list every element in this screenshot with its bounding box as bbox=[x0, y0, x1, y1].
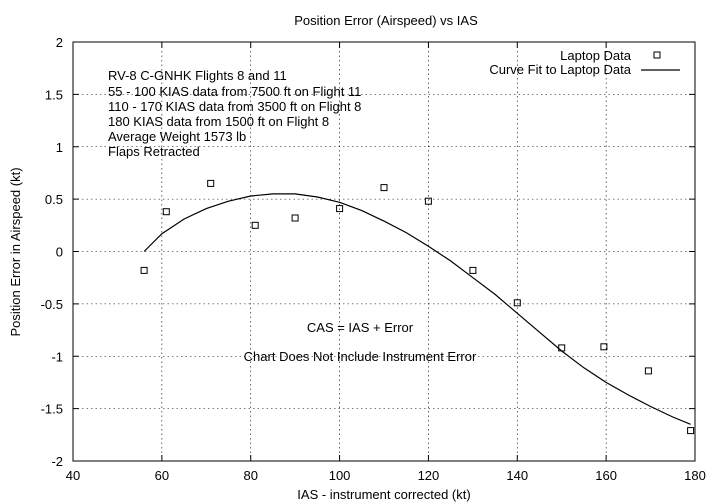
legend-label-curve-fit: Curve Fit to Laptop Data bbox=[489, 62, 631, 77]
data-series bbox=[140, 179, 695, 435]
y-tick-label: -1.5 bbox=[41, 402, 63, 417]
x-axis-label: IAS - instrument corrected (kt) bbox=[297, 487, 470, 502]
data-point bbox=[140, 266, 148, 274]
x-tick-label: 80 bbox=[243, 468, 257, 483]
x-tick-label: 60 bbox=[155, 468, 169, 483]
data-point bbox=[251, 221, 259, 229]
x-tick-label: 160 bbox=[595, 468, 617, 483]
legend-marker-square bbox=[653, 51, 661, 59]
annotation-line: 55 - 100 KIAS data from 7500 ft on Fligh… bbox=[108, 84, 361, 99]
y-axis-label: Position Error in Airspeed (kt) bbox=[8, 167, 23, 336]
grid-lines bbox=[73, 42, 695, 461]
flight-info-annotation: RV-8 C-GNHK Flights 8 and 11 55 - 100 KI… bbox=[108, 68, 361, 159]
y-tick-label: -1 bbox=[51, 349, 63, 364]
annotation-line: 180 KIAS data from 1500 ft on Flight 8 bbox=[108, 114, 329, 129]
y-tick-label: 2 bbox=[56, 35, 63, 50]
legend-label-laptop-data: Laptop Data bbox=[560, 48, 632, 63]
data-point bbox=[513, 299, 521, 307]
y-tick-label: -2 bbox=[51, 454, 63, 469]
y-tick-label: -0.5 bbox=[41, 297, 63, 312]
annotation-line: RV-8 C-GNHK Flights 8 and 11 bbox=[108, 68, 287, 83]
data-point bbox=[424, 197, 432, 205]
x-tick-label: 140 bbox=[506, 468, 528, 483]
instrument-error-note: Chart Does Not Include Instrument Error bbox=[244, 349, 477, 364]
data-point bbox=[558, 344, 566, 352]
legend: Laptop Data Curve Fit to Laptop Data bbox=[489, 48, 680, 77]
data-point bbox=[291, 214, 299, 222]
data-point bbox=[162, 208, 170, 216]
plot-frame bbox=[72, 41, 696, 462]
chart-title: Position Error (Airspeed) vs IAS bbox=[294, 13, 478, 28]
data-point bbox=[600, 343, 608, 351]
curve-fit-line bbox=[143, 193, 691, 425]
y-tick-label: 0 bbox=[56, 245, 63, 260]
x-tick-label: 120 bbox=[418, 468, 440, 483]
data-point bbox=[644, 367, 652, 375]
y-tick-labels: -2 -1.5 -1 -0.5 0 0.5 1 1.5 2 bbox=[41, 35, 63, 469]
annotation-line: Average Weight 1573 lb bbox=[108, 129, 246, 144]
data-point bbox=[687, 427, 695, 435]
x-tick-label: 40 bbox=[66, 468, 80, 483]
cas-formula-note: CAS = IAS + Error bbox=[307, 320, 414, 335]
y-tick-label: 1 bbox=[56, 140, 63, 155]
x-tick-labels: 40 60 80 100 120 140 160 180 bbox=[66, 468, 706, 483]
x-tick-label: 180 bbox=[684, 468, 706, 483]
y-tick-label: 1.5 bbox=[45, 87, 63, 102]
annotation-line: 110 - 170 KIAS data from 3500 ft on Flig… bbox=[108, 99, 361, 114]
annotation-line: Flaps Retracted bbox=[108, 144, 200, 159]
data-point bbox=[336, 205, 344, 213]
data-point bbox=[380, 184, 388, 192]
data-point bbox=[469, 266, 477, 274]
x-tick-label: 100 bbox=[329, 468, 351, 483]
y-tick-label: 0.5 bbox=[45, 192, 63, 207]
data-point bbox=[207, 179, 215, 187]
